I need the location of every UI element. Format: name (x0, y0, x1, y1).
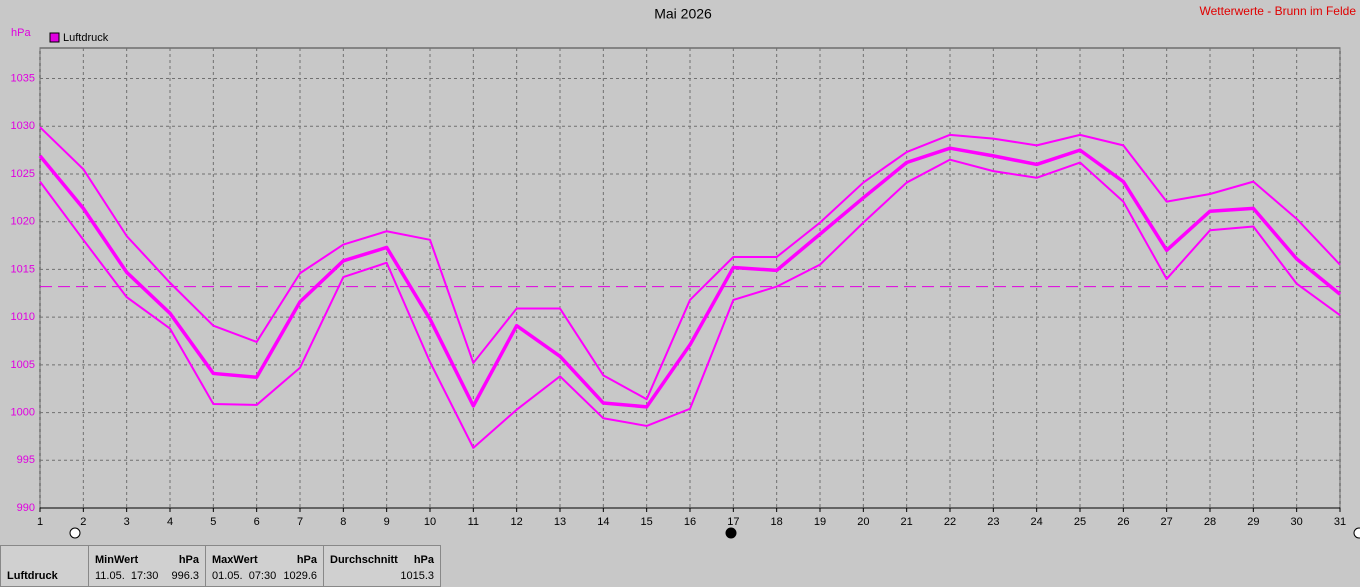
x-tick-label: 2 (80, 516, 86, 528)
stats-row-label: Luftdruck (7, 570, 58, 582)
y-tick-label: 1010 (11, 311, 35, 323)
x-tick-label: 14 (597, 516, 609, 528)
x-tick-label: 6 (254, 516, 260, 528)
legend-swatch (49, 32, 60, 43)
x-tick-label: 11 (468, 516, 479, 528)
y-tick-label: 990 (17, 502, 35, 514)
marker (69, 527, 81, 539)
x-tick-label: 4 (167, 516, 173, 528)
chart-subtitle: Wetterwerte - Brunn im Felde (1200, 4, 1357, 18)
x-tick-label: 20 (857, 516, 869, 528)
x-tick-label: 5 (210, 516, 216, 528)
x-tick-label: 27 (1161, 516, 1173, 528)
y-tick-label: 1000 (11, 406, 35, 418)
x-tick-label: 9 (384, 516, 390, 528)
y-tick-label: 1025 (11, 168, 35, 180)
stats-value: 996.3 (171, 570, 199, 582)
x-tick-label: 21 (901, 516, 913, 528)
y-tick-label: 1015 (11, 263, 35, 275)
legend-label: Luftdruck (63, 32, 109, 44)
stats-time: 11.05. 17:30 (95, 570, 159, 582)
x-tick-label: 8 (340, 516, 346, 528)
stats-header: Durchschnitt (330, 554, 398, 566)
stats-unit: hPa (413, 554, 434, 566)
series-line (38, 146, 1342, 409)
y-tick-label: 1020 (11, 216, 35, 228)
x-tick-label: 23 (987, 516, 999, 528)
stats-cell: MaxWert hPa 01.05. 07:30 1029.6 (205, 545, 324, 587)
series-line (39, 158, 1341, 449)
stats-time: 01.05. 07:30 (212, 570, 277, 582)
x-tick-label: 15 (641, 516, 653, 528)
stats-cell: Luftdruck (0, 545, 89, 587)
marker (725, 527, 737, 539)
x-tick-label: 19 (814, 516, 826, 528)
x-tick-label: 10 (424, 516, 436, 528)
x-tick-label: 7 (297, 516, 303, 528)
stats-value: 1015.3 (400, 570, 434, 582)
y-tick-label: 1035 (11, 72, 35, 84)
x-tick-label: 13 (554, 516, 566, 528)
stats-unit: hPa (296, 554, 317, 566)
chart-title: Mai 2026 (654, 6, 712, 22)
x-tick-label: 12 (511, 516, 523, 528)
x-tick-label: 17 (727, 516, 739, 528)
stats-cell: Durchschnitt hPa 1015.3 (323, 545, 441, 587)
x-tick-label: 16 (684, 516, 696, 528)
x-tick-label: 3 (124, 516, 130, 528)
x-tick-label: 30 (1291, 516, 1303, 528)
chart: Mai 2026 Wetterwerte - Brunn im Felde hP… (11, 4, 1360, 539)
x-tick-label: 1 (37, 516, 43, 528)
y-tick-label: 1005 (11, 359, 35, 371)
y-tick-label: 995 (17, 454, 35, 466)
stats-value: 1029.6 (283, 570, 317, 582)
x-tick-label: 24 (1031, 516, 1043, 528)
stats-header: MaxWert (212, 554, 258, 566)
x-tick-label: 25 (1074, 516, 1086, 528)
x-tick-label: 28 (1204, 516, 1216, 528)
marker (1353, 527, 1360, 539)
stats-unit: hPa (178, 554, 199, 566)
x-tick-label: 22 (944, 516, 956, 528)
x-tick-label: 31 (1334, 516, 1346, 528)
x-tick-label: 18 (771, 516, 783, 528)
y-axis-label: hPa (11, 27, 31, 39)
stats-cell: MinWert hPa 11.05. 17:30 996.3 (88, 545, 206, 587)
x-tick-label: 29 (1247, 516, 1259, 528)
stats-header: MinWert (95, 554, 139, 566)
series-line (39, 126, 1341, 401)
x-tick-label: 26 (1117, 516, 1129, 528)
y-tick-label: 1030 (11, 120, 35, 132)
